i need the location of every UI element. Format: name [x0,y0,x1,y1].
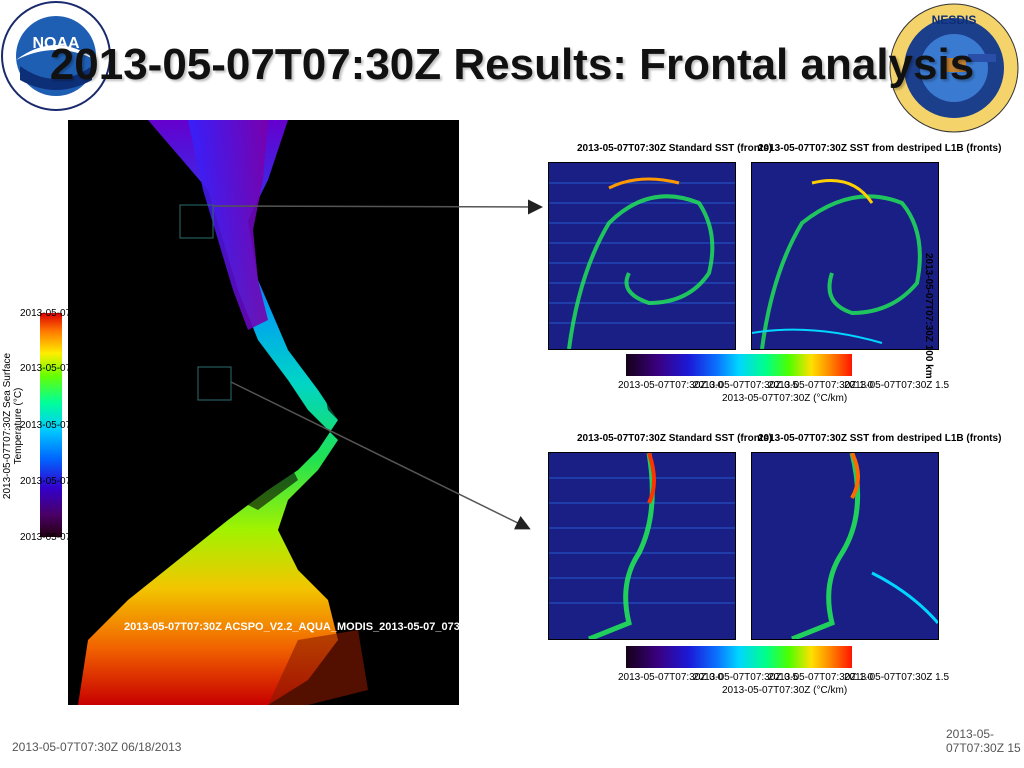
gradient-unit: 2013-05-07T07:30Z (°C/km) [722,393,848,404]
gradient-colorbar-bottom [626,646,852,668]
noaa-logo: NOAA [1,1,111,111]
panel-title-top-right: 2013-05-07T07:30Z SST from destriped L1B… [758,143,1002,154]
front-panel-destriped-bottom [751,452,939,640]
gradient-tick: 2013-05-07T07:30Z 0.5 [693,380,799,391]
panel-title-bottom-right: 2013-05-07T07:30Z SST from destriped L1B… [758,433,1002,444]
arrow-top [212,199,543,215]
front-panel-destriped-top [751,162,939,350]
page-title: 2013-05-07T07:30Z Results: Frontal analy… [49,40,975,89]
star-logo: NESDIS [889,3,1019,133]
gradient-tick: 2013-05-07T07:30Z 0.5 [693,672,799,683]
page-number: 2013-05-07T07:30Z 15 [946,727,1021,755]
gradient-tick: 2013-05-07T07:30Z 1.0 [768,380,874,391]
panel-title-bottom-left: 2013-05-07T07:30Z Standard SST (fronts) [577,433,773,444]
map-caption: 2013-05-07T07:30Z ACSPO_V2.2_AQUA_MODIS_… [124,621,495,633]
arrow-bottom [230,381,531,530]
gradient-colorbar-top [626,354,852,376]
panel-title-top-left: 2013-05-07T07:30Z Standard SST (fronts) [577,143,773,154]
gradient-tick: 2013-05-07T07:30Z 1.5 [844,380,950,391]
scale-label: 2013-05-07T07:30Z 100 km [923,253,934,379]
footer-date: 2013-05-07T07:30Z 06/18/2013 [12,740,182,754]
gradient-tick: 2013-05-07T07:30Z 0.0 [618,672,724,683]
sst-colorbar [40,313,62,537]
gradient-tick: 2013-05-07T07:30Z 0.0 [618,380,724,391]
gradient-tick: 2013-05-07T07:30Z 1.0 [768,672,874,683]
front-panel-standard-top [548,162,736,350]
svg-text:NOAA: NOAA [32,35,80,52]
sst-satellite-map [68,120,459,705]
front-panel-standard-bottom [548,452,736,640]
sst-image [68,120,459,705]
gradient-unit: 2013-05-07T07:30Z (°C/km) [722,685,848,696]
svg-text:NESDIS: NESDIS [932,13,977,27]
gradient-tick: 2013-05-07T07:30Z 1.5 [844,672,950,683]
